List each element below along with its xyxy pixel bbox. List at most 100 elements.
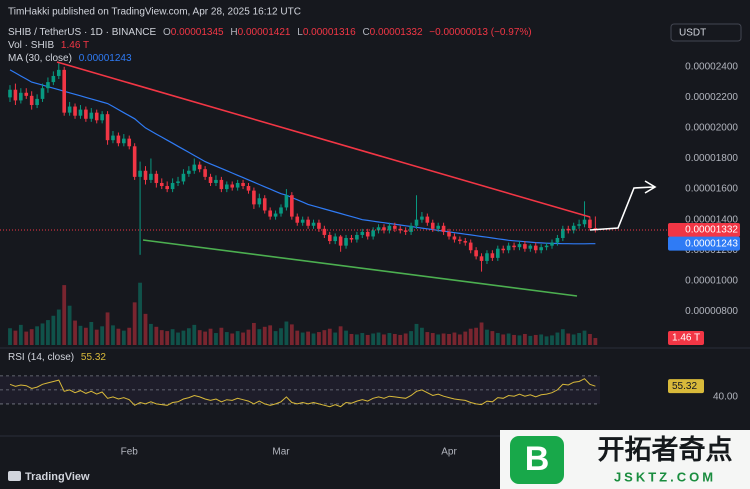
volume-bar (18, 324, 23, 345)
change-value: −0.00000013 (−0.97%) (429, 27, 532, 38)
volume-bar (83, 327, 88, 345)
candle-body (544, 245, 549, 248)
volume-bar (197, 330, 202, 345)
candle-body (62, 69, 66, 113)
candle-body (414, 219, 419, 226)
ma-label: 0.00001243 (685, 238, 738, 249)
volume-bar (344, 330, 348, 345)
volume-bar (441, 333, 446, 345)
candle-body (40, 88, 45, 99)
candle-body (441, 225, 446, 232)
volume-bar (360, 333, 365, 345)
candle-body (268, 210, 272, 217)
candle-body (170, 182, 175, 190)
volume-bar (349, 333, 354, 345)
currency: USDT (679, 28, 706, 39)
candle-body (512, 245, 516, 248)
candle-body (262, 198, 267, 211)
candle-body (197, 164, 202, 170)
volume-bar (159, 330, 164, 345)
last-price-tag (668, 223, 740, 238)
volume-bar (387, 333, 392, 345)
candle-body (371, 230, 375, 237)
candle-body (463, 241, 468, 243)
volume-bar (246, 329, 251, 345)
candle-body (143, 170, 148, 180)
volume-header: Vol · SHIB 1.46 T (8, 40, 93, 51)
symbol-header: SHIB / TetherUS · 1D · BINANCE O0.000013… (8, 27, 536, 38)
volume-bar (517, 335, 522, 345)
volume-bar (414, 323, 419, 345)
watermark-badge-letter: B (525, 440, 550, 478)
volume-bar (430, 333, 435, 345)
rsi-value: 55.32 (80, 352, 106, 363)
rsi-header: RSI (14, close) 55.32 (8, 352, 110, 363)
candle-body (403, 230, 408, 232)
currency-box[interactable] (670, 23, 742, 42)
candle-body (485, 253, 489, 261)
volume-bar (295, 330, 300, 345)
volume-bar (132, 302, 137, 345)
rsi-tick-label: 40.00 (713, 392, 738, 403)
volume-bar (425, 332, 430, 345)
volume-bar (143, 313, 148, 345)
candle-body (588, 219, 592, 229)
candle-body (523, 244, 527, 249)
candle-body (355, 234, 359, 240)
volume-bar (566, 333, 571, 345)
candle-body (458, 239, 462, 242)
candle-body (322, 228, 327, 235)
candle-body (490, 253, 495, 258)
ma-tag (668, 236, 740, 251)
x-tick-label: Feb (121, 447, 139, 458)
candle-body (94, 112, 99, 121)
volume-bar (181, 330, 186, 345)
candle-body (67, 106, 72, 113)
candle-body (338, 236, 343, 246)
candle-body (24, 92, 29, 96)
volume-bar (593, 338, 598, 345)
candle-body (284, 195, 289, 208)
volume-bar (420, 327, 424, 345)
candle-body (225, 184, 229, 190)
volume-bar (100, 326, 105, 345)
candle-body (409, 225, 413, 232)
candle-body (132, 146, 137, 177)
candle-body (561, 228, 565, 238)
candle-body (382, 227, 386, 231)
volume-title: Vol · SHIB (8, 40, 55, 51)
candle-body (577, 224, 581, 226)
volume-bar (24, 331, 29, 345)
volume-bar (257, 329, 262, 345)
trend-drawings (56, 61, 657, 297)
volume-bar (338, 326, 343, 345)
volume-bar (577, 333, 581, 345)
volume-bar (273, 331, 278, 345)
x-tick-label: Apr (441, 447, 457, 458)
symbol-title: SHIB / TetherUS · 1D · BINANCE (8, 27, 157, 38)
candle-body (468, 242, 473, 251)
moving-average (9, 69, 596, 245)
volume-bar (262, 326, 267, 345)
volume-bar (571, 334, 576, 345)
volume-bar (46, 320, 50, 345)
volume-bar (544, 336, 549, 345)
volume-bar (154, 326, 159, 345)
candle-body (539, 247, 543, 251)
volume-bar (35, 326, 39, 345)
attribution: TimHakki published on TradingView.com, A… (8, 7, 301, 18)
candle-body (111, 135, 115, 141)
candle-body (333, 236, 337, 242)
volume-bar (317, 332, 321, 345)
logo-icon (8, 471, 21, 481)
candle-body (501, 248, 506, 251)
volume-bar (235, 331, 240, 345)
volume-bar (127, 327, 132, 345)
candle-body (203, 169, 207, 177)
watermark-name: 开拓者奇点 (598, 435, 733, 465)
volume-bar (192, 324, 197, 345)
candle-body (100, 114, 104, 121)
candle-body (349, 238, 354, 240)
ohlc-label: L (297, 27, 303, 38)
